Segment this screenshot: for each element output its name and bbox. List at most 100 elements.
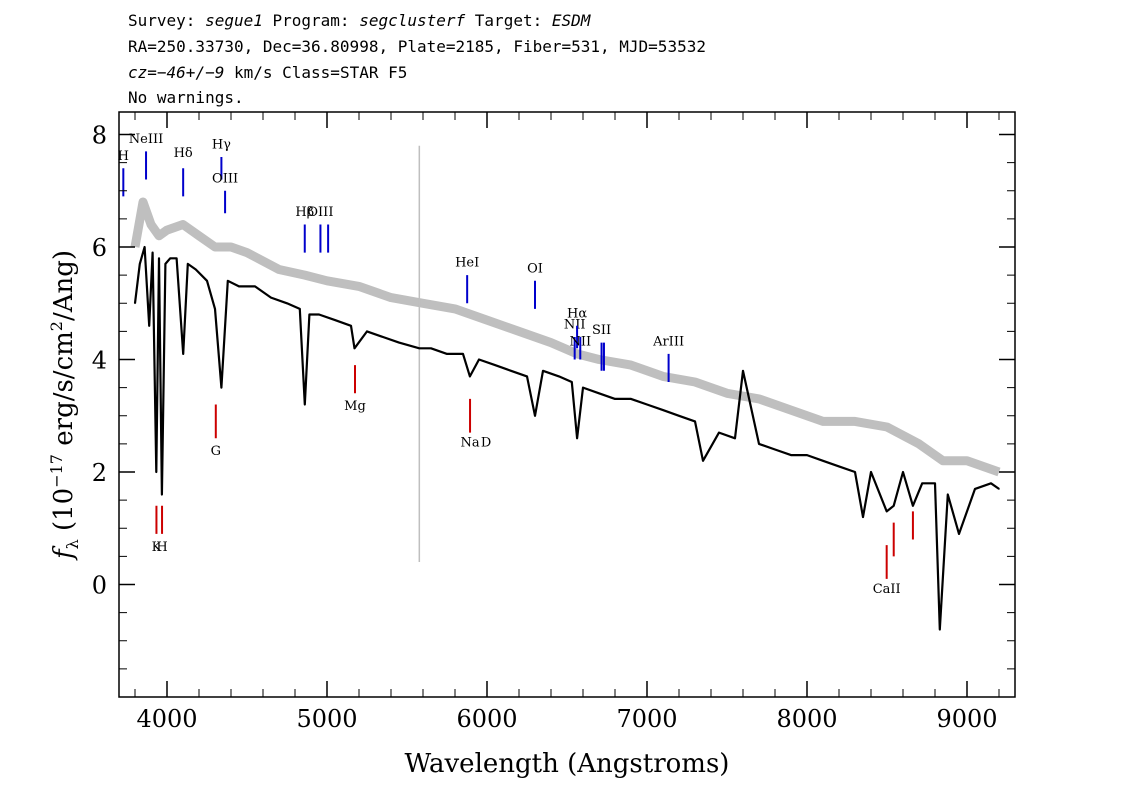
absorption-line-label: G [211, 444, 221, 459]
data-point-flux [169, 257, 171, 260]
data-point-flux [353, 347, 356, 350]
x-tick-label: 8000 [776, 705, 837, 733]
data-point-flux [270, 296, 272, 299]
header-line-warnings: No warnings. [128, 88, 244, 107]
data-point-flux [469, 375, 471, 378]
emission-line-label: ArIII [652, 334, 684, 349]
data-point-flux [195, 268, 197, 271]
emission-line-label: Hδ [174, 146, 193, 161]
data-point-flux [576, 437, 578, 440]
emission-line-label: NII [569, 334, 591, 349]
data-point-flux [558, 375, 560, 378]
data-point-flux [934, 482, 936, 485]
data-point-flux [758, 443, 760, 445]
data-point-flux [175, 257, 178, 260]
data-point-flux [182, 353, 184, 355]
data-point-flux [238, 285, 240, 288]
cz-value: −46+/−9 [156, 63, 225, 82]
data-point-flux [227, 280, 229, 282]
data-point-flux [614, 398, 616, 400]
data-point-flux [446, 353, 448, 355]
emission-line-label: OIII [212, 171, 238, 186]
data-point-flux [892, 505, 895, 507]
x-axis-label: Wavelength (Angstroms) [405, 749, 730, 779]
data-point-flux [990, 482, 992, 485]
flux-layer [133, 245, 1000, 631]
data-point-flux [148, 325, 150, 327]
absorption-line-label: H [156, 540, 167, 555]
data-point-flux [494, 364, 496, 366]
x-tick-label: 6000 [456, 705, 517, 733]
emission-line-label: Hγ [212, 138, 231, 153]
data-point-flux [308, 313, 311, 316]
data-point-flux [921, 482, 923, 485]
data-point-flux [912, 505, 914, 507]
x-tick-label: 4000 [136, 705, 197, 733]
header-line-survey: Survey: segue1 Program: segclusterf Targ… [128, 12, 590, 30]
data-point-flux [430, 347, 432, 350]
data-point-flux [318, 313, 320, 316]
data-point-flux [534, 415, 536, 417]
data-point-flux [526, 375, 528, 378]
y-axis-label-part: λ [63, 539, 82, 549]
x-tick-label: 5000 [296, 705, 357, 733]
data-point-flux [254, 285, 256, 288]
error-envelope-layer [130, 197, 1001, 477]
data-point-flux [958, 533, 960, 535]
survey-value: segue1 [205, 11, 263, 30]
y-tick-label: 8 [92, 122, 107, 150]
y-tick-label: 0 [92, 572, 107, 600]
y-axis-label-part: (10 [49, 488, 79, 540]
emission-line-label: HeI [455, 256, 479, 271]
emission-line-label: OIII [307, 205, 333, 220]
data-point-flux [939, 628, 941, 631]
data-point-flux [286, 302, 288, 305]
x-tick-label: 9000 [936, 705, 997, 733]
data-point-flux [702, 460, 704, 462]
data-point-flux [164, 263, 167, 265]
data-point-flux [885, 510, 888, 513]
data-point-flux [398, 341, 400, 344]
emission-line-label: Hα [567, 306, 587, 321]
data-point-flux [366, 330, 368, 333]
data-point-flux [161, 493, 163, 496]
data-point-flux [299, 308, 301, 310]
data-point-flux [662, 409, 664, 411]
y-axis-label-part: 2 [47, 321, 66, 331]
y-axis-label-part: /Ang) [49, 250, 79, 321]
data-point-flux [462, 353, 464, 355]
data-point-flux [155, 471, 158, 473]
data-point-flux [902, 471, 904, 473]
absorption-line-label: K [152, 540, 162, 555]
program-label: Program: [262, 11, 360, 30]
data-point-flux [214, 308, 216, 310]
header-line-redshift: cz=−46+/−9 km/s Class=STAR F5 [128, 64, 407, 82]
x-tick-label: 7000 [616, 705, 677, 733]
y-axis-label: fλ (10−17 erg/s/cm2/Ang) [47, 250, 82, 561]
data-point-flux [143, 246, 146, 248]
data-point-flux [139, 263, 141, 265]
absorption-line-label: D [481, 436, 491, 451]
data-point-flux [582, 386, 584, 389]
absorption-line-label: Mg [344, 399, 366, 414]
cz-label: cz= [128, 63, 157, 82]
data-point-flux [862, 516, 864, 518]
program-value: segclusterf [359, 11, 466, 30]
data-point-flux [187, 263, 189, 265]
data-point-flux [542, 370, 544, 372]
data-point-flux [838, 465, 840, 468]
emission-line-label: NeIII [129, 132, 163, 147]
axis-ticks-layer: 4000 5000 6000 7000 8000 9000 0 2 4 6 8 [92, 112, 1015, 733]
data-point-flux [694, 420, 696, 423]
data-point-flux [718, 431, 720, 434]
data-point-flux [478, 358, 480, 361]
y-tick-label: 4 [92, 347, 107, 375]
y-axis-label-part: −17 [47, 454, 66, 488]
y-tick-label: 2 [92, 459, 107, 487]
data-point-flux [806, 454, 808, 456]
data-point-flux [598, 392, 600, 395]
emission-line-label: H [118, 149, 129, 164]
data-point-flux [947, 493, 949, 496]
y-tick-label: 6 [92, 234, 107, 262]
absorption-line-label: CaII [873, 582, 901, 597]
